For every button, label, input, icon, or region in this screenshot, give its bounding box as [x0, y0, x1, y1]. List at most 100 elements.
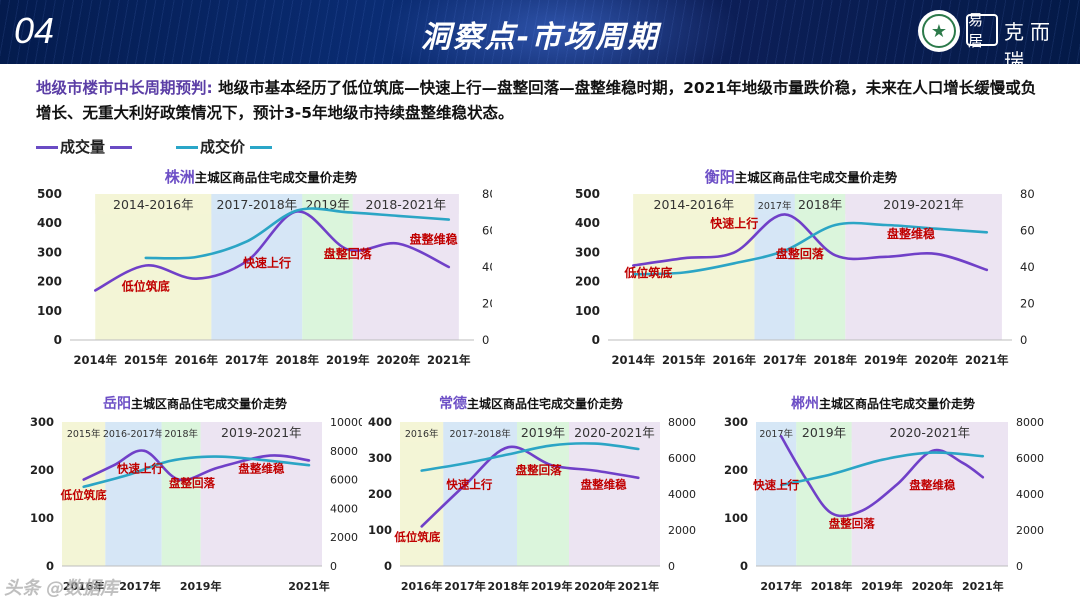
x-tick-label: 2015年	[662, 353, 706, 367]
y-tick-left: 100	[30, 511, 54, 525]
volume-series-line	[632, 213, 989, 272]
y-tick-right: 6000	[1020, 224, 1034, 238]
chart-svg: 常德主城区商品住宅成交量价走势 2016年 2017-2018年 2019年 2020-…	[368, 395, 696, 593]
phase-header	[796, 422, 852, 442]
y-tick-right: 0	[668, 560, 675, 573]
legend-price-line-left	[176, 146, 198, 149]
phase-band	[851, 422, 1008, 566]
x-tick-label: 2021年	[427, 353, 471, 367]
legend-price-line-right	[250, 146, 272, 149]
chart-title-text: 岳阳主城区商品住宅成交量价走势	[103, 395, 287, 412]
intro-lead: 地级市楼市中长周期预判:	[36, 79, 213, 97]
x-tick-label: 2019年	[531, 579, 573, 593]
x-tick-label: 2016年	[712, 353, 756, 367]
y-tick-right: 6000	[668, 452, 696, 465]
phase-annotation: 盘整回落	[516, 463, 562, 477]
phase-annotation: 快速上行	[243, 255, 291, 270]
phase-band	[200, 422, 322, 566]
phase-label: 2015年	[67, 428, 101, 440]
phase-band	[302, 194, 353, 340]
phase-annotation: 盘整维稳	[238, 461, 284, 475]
chart-title-text: 衡阳主城区商品住宅成交量价走势	[705, 168, 898, 186]
y-tick-right: 2000	[330, 531, 358, 544]
brand-emblem: ★	[918, 10, 960, 52]
y-tick-left: 100	[37, 304, 62, 318]
y-tick-right: 4000	[482, 260, 492, 274]
phase-label: 2019-2021年	[221, 425, 302, 440]
y-tick-left: 400	[575, 216, 600, 230]
phase-label: 2016年	[405, 428, 439, 440]
chart-title: 衡阳主城区商品住宅成交量价走势	[705, 168, 898, 186]
chart-title-suffix: 主城区商品住宅成交量价走势	[467, 396, 623, 411]
x-tick-label: 2016年	[63, 579, 105, 593]
phase-header	[400, 422, 444, 442]
y-tick-right: 0	[1016, 560, 1023, 573]
phase-header	[95, 194, 212, 214]
brand-logo-text: 克而瑞	[1004, 20, 1056, 64]
phase-band	[794, 194, 846, 340]
phase-label: 2020-2021年	[574, 425, 655, 440]
x-tick-label: 2019年	[864, 353, 908, 367]
y-tick-left: 400	[37, 216, 62, 230]
intro-body: 地级市基本经历了低位筑底—快速上行—盘整回落—盘整维稳时期，2021年地级市量跌…	[36, 79, 1037, 122]
seal-logo: 易居	[966, 11, 998, 50]
page-title: 洞察点-市场周期	[420, 20, 660, 55]
y-tick-right: 2000	[668, 524, 696, 537]
phase-band	[400, 422, 444, 566]
phase-label: 2020-2021年	[890, 425, 971, 440]
star-emblem-icon: ★	[922, 14, 956, 48]
volume-series-line	[420, 445, 640, 528]
y-tick-left: 0	[384, 559, 392, 573]
phase-label: 2019年	[802, 425, 846, 440]
volume-series-line	[94, 210, 451, 292]
y-tick-left: 400	[368, 415, 392, 429]
phase-header	[211, 194, 303, 214]
chart-title: 郴州主城区商品住宅成交量价走势	[791, 395, 975, 412]
phase-header	[569, 422, 660, 442]
y-tick-right: 6000	[1016, 452, 1044, 465]
phase-label: 2018-2021年	[366, 197, 447, 212]
phase-header	[756, 422, 797, 442]
x-tick-label: 2017年	[760, 579, 802, 593]
phase-header	[161, 422, 201, 442]
x-tick-label: 2020年	[914, 353, 958, 367]
phase-annotation: 快速上行	[710, 216, 758, 231]
volume-series-line	[82, 449, 311, 482]
phase-annotation: 快速上行	[445, 478, 492, 492]
y-tick-right: 4000	[330, 502, 358, 515]
section-number: 04	[14, 10, 55, 51]
x-tick-label: 2017年	[763, 353, 807, 367]
phase-header	[200, 422, 322, 442]
phase-annotation: 低位筑底	[121, 278, 170, 293]
phase-label: 2014-2016年	[654, 197, 735, 212]
phase-header	[517, 422, 569, 442]
y-tick-left: 100	[575, 304, 600, 318]
phase-header	[443, 422, 517, 442]
phase-annotation: 快速上行	[116, 461, 163, 475]
y-tick-left: 500	[575, 187, 600, 201]
phase-header	[633, 194, 755, 214]
phase-band	[105, 422, 162, 566]
y-tick-left: 0	[740, 559, 748, 573]
phase-label: 2016-2017年	[103, 428, 165, 440]
x-tick-label: 2018年	[813, 353, 857, 367]
price-series-line	[632, 221, 989, 276]
chart-city-name: 岳阳	[103, 395, 131, 412]
x-tick-label: 2018年	[811, 579, 853, 593]
y-tick-left: 300	[575, 245, 600, 259]
y-tick-right: 4000	[668, 488, 696, 501]
chart-panel-changde: 常德主城区商品住宅成交量价走势 2016年 2017-2018年 2019年 2020-…	[366, 394, 696, 594]
x-tick-label: 2018年	[275, 353, 319, 367]
chart-city-name: 衡阳	[705, 168, 735, 186]
chart-svg: 岳阳主城区商品住宅成交量价走势 2015年 2016-2017年 2018年 2019-…	[30, 395, 362, 593]
chart-panel-zhuzhou: 株洲主城区商品住宅成交量价走势 2014-2016年 2017-2018年 2019年…	[30, 166, 492, 372]
phase-annotation: 盘整回落	[776, 246, 825, 261]
chart-panel-chenzhou: 郴州主城区商品住宅成交量价走势 2017年 2019年 2020-2021年 0 100 2…	[716, 394, 1050, 594]
legend-volume-line-left	[36, 146, 58, 149]
x-tick-label: 2021年	[965, 353, 1009, 367]
phase-header	[352, 194, 459, 214]
y-tick-right: 8000	[1016, 416, 1044, 429]
intro-paragraph: 地级市楼市中长周期预判: 地级市基本经历了低位筑底—快速上行—盘整回落—盘整维稳…	[36, 76, 1046, 126]
chart-title: 岳阳主城区商品住宅成交量价走势	[103, 395, 287, 412]
